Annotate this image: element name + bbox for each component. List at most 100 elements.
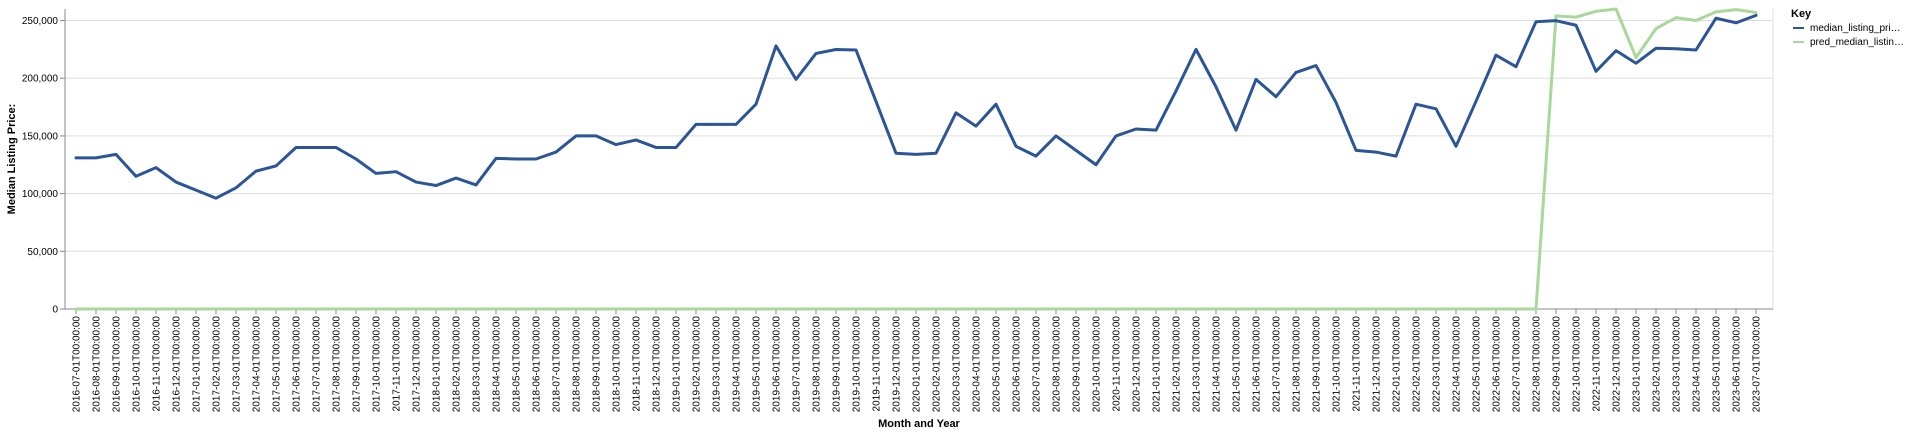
axes: 0 50,000 100,000 150,000 200,000 250,000 2016-… [22,9,1773,412]
x-tick-label: 2020-06-01T00:00:00 [1012,316,1023,413]
x-tick-label: 2016-10-01T00:00:00 [132,316,143,413]
x-tick-label: 2017-06-01T00:00:00 [292,316,303,413]
legend-label: median_listing_pri… [1810,23,1901,34]
x-tick-label: 2019-07-01T00:00:00 [792,316,803,413]
x-tick-label: 2019-10-01T00:00:00 [852,316,863,413]
x-tick-label: 2019-03-01T00:00:00 [712,316,723,413]
x-tick-label: 2018-02-01T00:00:00 [452,316,463,413]
y-axis-title: Median Listing Price: [6,104,18,215]
x-tick-label: 2020-05-01T00:00:00 [992,316,1003,413]
series-line-0 [74,13,1758,200]
x-tick-label: 2018-06-01T00:00:00 [532,316,543,413]
x-tick-label: 2019-08-01T00:00:00 [812,316,823,413]
x-tick-label: 2023-07-01T00:00:00 [1752,316,1763,413]
y-tick-label: 250,000 [22,16,59,27]
x-tick-label: 2022-05-01T00:00:00 [1472,316,1483,413]
x-tick-label: 2022-08-01T00:00:00 [1532,316,1543,413]
x-tick-label: 2018-01-01T00:00:00 [432,316,443,413]
x-tick-label: 2020-04-01T00:00:00 [972,316,983,413]
y-tick-label: 0 [52,305,58,316]
x-tick-label: 2022-07-01T00:00:00 [1512,316,1523,413]
x-tick-label: 2022-09-01T00:00:00 [1552,316,1563,413]
x-tick-label: 2022-06-01T00:00:00 [1492,316,1503,413]
y-tick-label: 50,000 [27,247,58,258]
x-tick-label: 2022-03-01T00:00:00 [1432,316,1443,413]
x-tick-label: 2016-07-01T00:00:00 [72,316,83,413]
x-tick-label: 2019-05-01T00:00:00 [752,316,763,413]
x-tick-label: 2022-12-01T00:00:00 [1612,316,1623,413]
x-tick-label: 2022-04-01T00:00:00 [1452,316,1463,413]
x-tick-label: 2021-10-01T00:00:00 [1332,316,1343,413]
x-tick-label: 2019-09-01T00:00:00 [832,316,843,413]
x-tick-label: 2017-05-01T00:00:00 [272,316,283,413]
legend-label: pred_median_listin… [1810,37,1904,48]
x-tick-label: 2021-07-01T00:00:00 [1272,316,1283,413]
x-tick-label: 2017-04-01T00:00:00 [252,316,263,413]
x-tick-label: 2020-12-01T00:00:00 [1132,316,1143,413]
legend: Key median_listing_pri… pred_median_listi… [1791,8,1904,48]
x-tick-label: 2021-11-01T00:00:00 [1352,316,1363,412]
x-tick-label: 2020-11-01T00:00:00 [1112,316,1123,412]
x-tick-label: 2021-01-01T00:00:00 [1152,316,1163,413]
x-tick-label: 2021-06-01T00:00:00 [1252,316,1263,413]
x-tick-label: 2022-02-01T00:00:00 [1412,316,1423,413]
x-tick-label: 2023-06-01T00:00:00 [1732,316,1743,413]
x-tick-label: 2022-11-01T00:00:00 [1592,316,1603,412]
x-tick-label: 2018-11-01T00:00:00 [632,316,643,412]
x-tick-label: 2018-09-01T00:00:00 [592,316,603,413]
x-tick-label: 2021-05-01T00:00:00 [1232,316,1243,413]
x-tick-label: 2017-08-01T00:00:00 [332,316,343,413]
legend-title: Key [1791,8,1812,20]
x-tick-label: 2023-01-01T00:00:00 [1632,316,1643,413]
series-lines [74,7,1758,311]
x-tick-label: 2019-12-01T00:00:00 [892,316,903,413]
x-tick-label: 2018-10-01T00:00:00 [612,316,623,413]
x-tick-label: 2018-03-01T00:00:00 [472,316,483,413]
x-axis-title: Month and Year [878,418,960,430]
x-tick-label: 2019-11-01T00:00:00 [872,316,883,412]
y-tick-label: 100,000 [22,189,59,200]
x-tick-label: 2016-08-01T00:00:00 [92,316,103,413]
x-tick-label: 2018-05-01T00:00:00 [512,316,523,413]
x-tick-label: 2022-10-01T00:00:00 [1572,316,1583,413]
x-tick-label: 2021-03-01T00:00:00 [1192,316,1203,413]
x-tick-label: 2018-07-01T00:00:00 [552,316,563,413]
x-tick-label: 2023-05-01T00:00:00 [1712,316,1723,413]
x-tick-label: 2017-01-01T00:00:00 [192,316,203,413]
x-tick-label: 2018-12-01T00:00:00 [652,316,663,413]
x-tick-label: 2018-04-01T00:00:00 [492,316,503,413]
x-tick-label: 2020-09-01T00:00:00 [1072,316,1083,413]
x-tick-label: 2019-01-01T00:00:00 [672,316,683,413]
x-tick-label: 2017-12-01T00:00:00 [412,316,423,413]
x-tick-label: 2016-11-01T00:00:00 [152,316,163,412]
x-tick-label: 2020-10-01T00:00:00 [1092,316,1103,413]
x-tick-label: 2016-12-01T00:00:00 [172,316,183,413]
x-tick-label: 2017-02-01T00:00:00 [212,316,223,413]
x-tick-label: 2020-01-01T00:00:00 [912,316,923,413]
x-tick-label: 2020-02-01T00:00:00 [932,316,943,413]
x-tick-label: 2016-09-01T00:00:00 [112,316,123,413]
x-tick-label: 2021-08-01T00:00:00 [1292,316,1303,413]
x-tick-label: 2017-03-01T00:00:00 [232,316,243,413]
x-tick-label: 2020-03-01T00:00:00 [952,316,963,413]
x-tick-label: 2020-07-01T00:00:00 [1032,316,1043,413]
y-tick-label: 200,000 [22,74,59,85]
x-tick-label: 2023-04-01T00:00:00 [1692,316,1703,413]
x-tick-label: 2021-02-01T00:00:00 [1172,316,1183,413]
grid [65,9,1774,310]
x-tick-label: 2019-06-01T00:00:00 [772,316,783,413]
x-tick-label: 2018-08-01T00:00:00 [572,316,583,413]
x-tick-label: 2023-03-01T00:00:00 [1672,316,1683,413]
series-line-1 [74,7,1758,311]
x-tick-label: 2017-11-01T00:00:00 [392,316,403,412]
x-tick-label: 2017-07-01T00:00:00 [312,316,323,413]
x-tick-label: 2022-01-01T00:00:00 [1392,316,1403,413]
y-tick-label: 150,000 [22,131,59,142]
x-tick-label: 2017-09-01T00:00:00 [352,316,363,413]
x-tick-label: 2021-04-01T00:00:00 [1212,316,1223,413]
x-tick-label: 2021-09-01T00:00:00 [1312,316,1323,413]
x-tick-label: 2019-04-01T00:00:00 [732,316,743,413]
x-tick-label: 2020-08-01T00:00:00 [1052,316,1063,413]
x-tick-label: 2019-02-01T00:00:00 [692,316,703,413]
